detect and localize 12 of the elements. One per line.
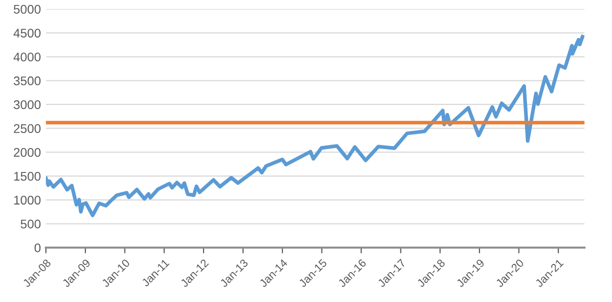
y-tick-label: 1500 — [14, 172, 41, 181]
line-series — [46, 34, 584, 218]
y-tick-label: 500 — [20, 220, 41, 228]
y-tick-label: 3500 — [14, 76, 41, 86]
y-tick-label: 2000 — [14, 148, 41, 157]
y-tick-label: 0 — [34, 243, 41, 252]
y-tick-label: 4500 — [14, 28, 41, 38]
y-tick-label: 2500 — [14, 124, 41, 133]
y-tick-label: 4000 — [14, 52, 41, 62]
y-tick-label: 1000 — [14, 196, 41, 205]
y-tick-label: 5000 — [14, 4, 41, 14]
y-tick-label: 3000 — [14, 100, 41, 110]
